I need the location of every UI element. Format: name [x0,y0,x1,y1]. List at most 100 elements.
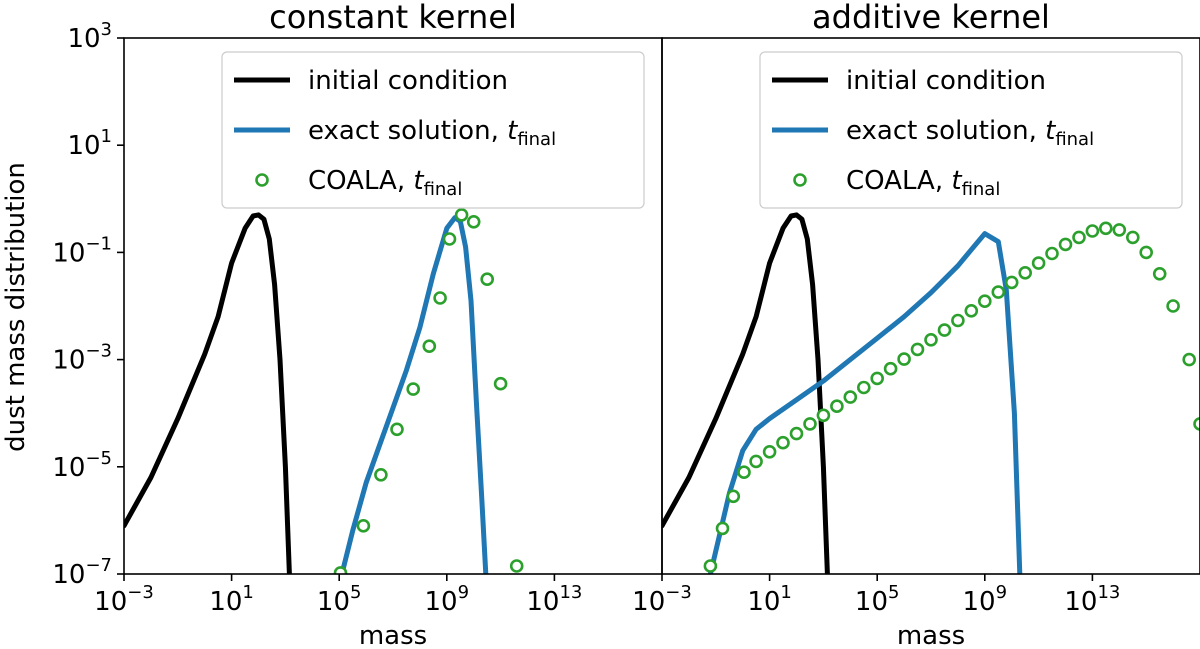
data-point-coala [1126,230,1140,245]
tick-base: 10 [52,346,85,376]
legend-italic: t [507,116,518,146]
data-point-coala [422,339,437,354]
legend-label-coala: COALA, tfinal [308,166,462,200]
tick-exponent: 9 [458,582,469,603]
data-point-coala [493,376,508,391]
legend-subscript: final [517,129,556,150]
plot-frame [661,37,1200,575]
tick-exponent: −3 [127,582,154,603]
data-point-coala [1004,275,1019,290]
data-point-coala [356,518,371,533]
tick-base: 10 [317,587,350,617]
x-tick-label: 10−3 [632,582,692,617]
legend-marker-coala [255,173,269,187]
data-point-coala [509,559,524,573]
data-point-coala [1112,223,1127,237]
legend-text: initial condition [846,66,1046,96]
x-axis-label: mass [359,621,427,649]
x-tick-label: 1013 [1064,582,1120,617]
data-point-coala [333,566,348,574]
tick-exponent: 5 [888,582,899,603]
data-point-coala [1152,266,1167,281]
data-point-coala [726,489,741,504]
series-line-exact [707,231,1023,574]
data-point-coala [789,426,804,441]
x-axis-label: mass [897,621,965,649]
chart-title: additive kernel [812,0,1050,36]
tick-base: 10 [632,587,665,617]
tick-base: 10 [52,560,85,590]
data-point-coala [937,323,952,337]
legend-label-initial: initial condition [846,66,1046,96]
y-tick-label: 10−7 [52,555,112,590]
y-tick-label: 101 [67,126,112,161]
data-point-coala [374,467,388,482]
data-point-coala [977,294,992,309]
tick-exponent: 9 [996,582,1007,603]
data-point-coala [442,232,457,246]
tick-base: 10 [963,587,996,617]
data-point-coala [454,208,469,222]
tick-base: 10 [94,587,127,617]
legend-italic: t [413,166,424,196]
data-point-coala [803,417,817,431]
x-tick-label: 10−3 [94,582,154,617]
data-point-coala [924,332,938,347]
y-tick-label: 10−5 [52,448,112,483]
legend-subscript: final [1055,129,1094,150]
series-line-initial [662,212,830,574]
legend-subscript: final [962,179,1001,200]
data-point-coala [466,215,481,229]
x-tick-label: 101 [747,582,792,617]
x-tick-label: 1013 [526,582,582,617]
data-point-coala [816,408,831,423]
data-point-coala [1031,256,1046,270]
legend-frame [221,51,645,209]
tick-base: 10 [52,238,85,268]
data-point-coala [762,444,777,459]
data-point-coala [1193,417,1200,431]
legend-label-exact: exact solution, tfinal [846,116,1094,150]
data-point-coala [433,291,447,305]
data-point-coala [406,382,421,396]
series-group [124,208,524,574]
data-point-coala [1072,230,1086,245]
tick-base: 10 [526,587,559,617]
legend-frame [759,51,1183,209]
tick-exponent: −3 [85,341,112,362]
data-point-coala [1139,245,1153,260]
legend-subscript: final [424,179,463,200]
legend-text: COALA, [308,166,413,196]
tick-base: 10 [209,587,242,617]
x-tick-label: 105 [317,582,362,617]
tick-base: 10 [747,587,780,617]
tick-base: 10 [855,587,888,617]
tick-exponent: 1 [101,126,112,147]
x-tick-label: 105 [855,582,900,617]
tick-exponent: 5 [350,582,361,603]
data-point-coala [830,399,844,414]
data-point-coala [1182,352,1196,367]
legend-text: COALA, [846,166,951,196]
y-tick-label: 103 [67,19,112,54]
tick-exponent: 3 [101,19,112,40]
tick-base: 10 [425,587,458,617]
data-point-coala [856,380,871,395]
data-point-coala [991,285,1006,299]
tick-exponent: −7 [85,555,112,576]
tick-exponent: −3 [665,582,692,603]
data-point-coala [737,465,751,480]
data-point-coala [897,352,911,366]
data-point-coala [964,303,979,318]
data-point-coala [715,521,730,536]
data-point-coala [1099,221,1113,236]
data-point-coala [703,559,718,573]
data-point-coala [951,313,965,328]
data-point-coala [390,422,404,437]
legend-text: exact solution, [308,116,507,146]
y-tick-label: 10−3 [52,341,112,376]
legend-text: exact solution, [846,116,1045,146]
